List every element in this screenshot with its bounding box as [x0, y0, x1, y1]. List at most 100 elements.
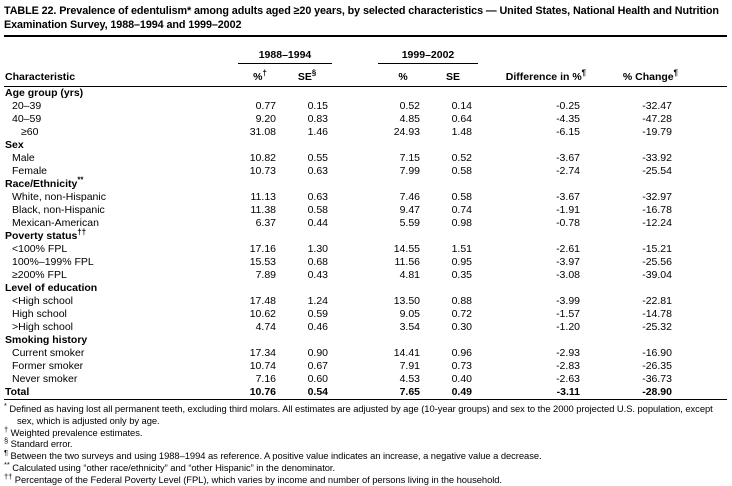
trailing-space [688, 308, 727, 321]
cell-value: 7.89 [255, 269, 276, 281]
spacer [688, 63, 727, 87]
section-row: Sex [4, 139, 727, 152]
cell-value: 0.49 [451, 386, 472, 398]
row-label: Current smoker [12, 347, 85, 359]
section-filler [238, 230, 727, 243]
row-label: 20–39 [12, 100, 42, 112]
trailing-space [688, 360, 727, 373]
cell-value: 4.53 [399, 373, 420, 385]
cell-value: 10.62 [249, 308, 276, 320]
footnote-marker: †† [4, 471, 13, 481]
spacer [688, 36, 727, 64]
row-label: Mexican-American [12, 217, 99, 229]
cell-value: 0.77 [255, 100, 276, 112]
row-label: 40–59 [12, 113, 42, 125]
cell-value: 4.74 [255, 321, 276, 333]
cell-value: 0.59 [307, 308, 328, 320]
row-label: <High school [12, 295, 73, 307]
trailing-space [688, 113, 727, 126]
cell-value: 0.88 [451, 295, 472, 307]
spacer [332, 36, 378, 64]
column-gap [332, 243, 378, 256]
footnote: * Defined as having lost all permanent t… [4, 400, 713, 426]
cell-value: 7.15 [399, 152, 420, 164]
cell-value: -0.25 [556, 100, 580, 112]
cell-value: -15.21 [642, 243, 672, 255]
trailing-space [688, 295, 727, 308]
table-row: 100%–199% FPL 15.53 0.68 11.56 0.95 -3.97 -25.… [4, 256, 727, 269]
cell-value: 0.73 [451, 360, 472, 372]
column-gap [332, 165, 378, 178]
column-header-characteristic: Characteristic [4, 63, 238, 87]
cell-value: 11.13 [250, 191, 277, 203]
cell-value: -19.79 [642, 126, 672, 138]
cell-value: 31.08 [249, 126, 276, 138]
cell-value: -25.32 [642, 321, 672, 333]
cell-value: -47.28 [642, 113, 672, 125]
cell-value: 0.52 [451, 152, 472, 164]
cell-value: -16.90 [642, 347, 672, 359]
cell-value: 1.48 [451, 126, 472, 138]
cell-value: 17.48 [249, 295, 276, 307]
footnote: ** Calculated using “other race/ethnicit… [4, 459, 336, 473]
cell-value: 0.14 [451, 100, 472, 112]
cell-value: 1.30 [307, 243, 328, 255]
section-row: Level of education [4, 282, 727, 295]
section-row: Smoking history [4, 334, 727, 347]
table-row: Female 10.73 0.63 7.99 0.58 -2.74 -25.54 [4, 165, 727, 178]
trailing-space [688, 217, 727, 230]
cell-value: 0.60 [307, 373, 328, 385]
group-header-row: 1988–1994 1999–2002 [4, 36, 727, 64]
row-label: Female [12, 165, 48, 177]
cell-value: 0.44 [307, 217, 328, 229]
column-gap [332, 295, 378, 308]
cell-value: -39.04 [642, 269, 672, 281]
row-label: 100%–199% FPL [12, 256, 94, 268]
column-header-pct-change: % Change¶ [588, 63, 688, 87]
cell-value: 0.52 [399, 100, 420, 112]
cell-value: -32.97 [642, 191, 672, 203]
cell-value: 0.96 [451, 347, 472, 359]
cell-value: -25.56 [642, 256, 672, 268]
cell-value: 0.64 [451, 113, 472, 125]
trailing-space [688, 321, 727, 334]
cell-value: -25.54 [642, 165, 672, 177]
column-gap [332, 256, 378, 269]
cell-value: 0.15 [307, 100, 328, 112]
cell-value: 0.74 [451, 204, 472, 216]
trailing-space [688, 386, 727, 400]
trailing-space [688, 152, 727, 165]
table-row: 40–59 9.20 0.83 4.85 0.64 -4.35 -47.28 [4, 113, 727, 126]
table-row: Black, non-Hispanic 11.38 0.58 9.47 0.74 -1.9… [4, 204, 727, 217]
cell-value: 7.65 [399, 386, 420, 398]
cell-value: 9.47 [399, 204, 420, 216]
row-label: Age group (yrs) [5, 87, 84, 99]
cell-value: 0.43 [307, 269, 328, 281]
column-gap [332, 386, 378, 400]
cell-value: 0.95 [451, 256, 472, 268]
column-gap [332, 308, 378, 321]
dagger-footnote-marker: † [262, 68, 267, 78]
footnotes: * Defined as having lost all permanent t… [4, 400, 727, 486]
spacer [332, 63, 378, 87]
column-gap [332, 360, 378, 373]
cell-value: -3.67 [556, 152, 580, 164]
cell-value: 7.16 [255, 373, 276, 385]
table-row: 20–39 0.77 0.15 0.52 0.14 -0.25 -32.47 [4, 100, 727, 113]
cell-value: 10.74 [249, 360, 276, 372]
row-label: ≥60 [21, 126, 39, 138]
cell-value: 14.55 [393, 243, 420, 255]
column-gap [332, 113, 378, 126]
trailing-space [688, 347, 727, 360]
cell-value: 3.54 [399, 321, 420, 333]
cell-value: -1.20 [556, 321, 580, 333]
table-row: <100% FPL 17.16 1.30 14.55 1.51 -2.61 -15.21 [4, 243, 727, 256]
row-label: Level of education [5, 282, 98, 294]
cell-value: 6.37 [255, 217, 276, 229]
cell-value: 14.41 [393, 347, 420, 359]
row-label: Black, non-Hispanic [12, 204, 105, 216]
footnote-marker: † [4, 424, 9, 434]
cell-value: 10.73 [249, 165, 276, 177]
table-row: High school 10.62 0.59 9.05 0.72 -1.57 -14.78 [4, 308, 727, 321]
